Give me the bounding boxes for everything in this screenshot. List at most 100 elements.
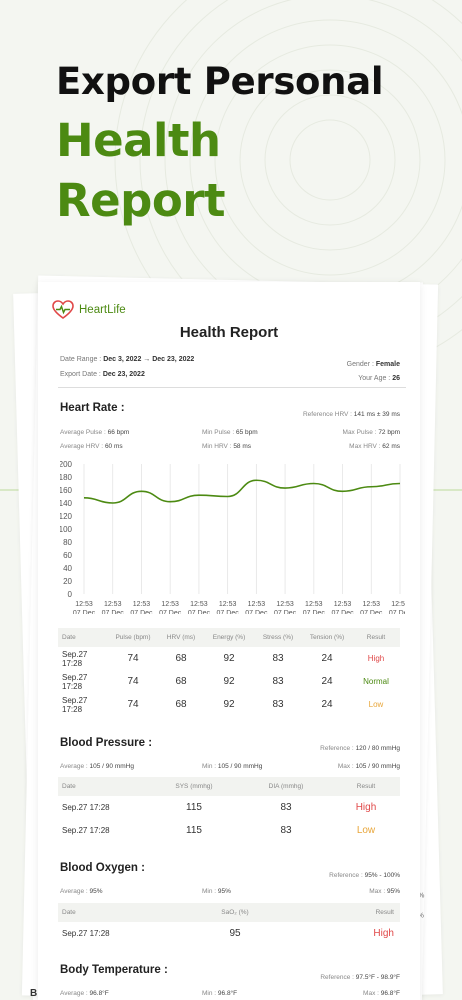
age: Your Age : 26 <box>358 375 400 382</box>
dia-cell: 83 <box>280 802 292 813</box>
heart-rate-table: Date Pulse (bpm) HRV (ms) Energy (%) Str… <box>58 628 400 716</box>
spo2-reference: Reference : 95% - 100% <box>329 872 400 879</box>
table-row: Sep.27 17:28 74 68 92 83 24 Low <box>58 693 400 716</box>
report-title: Health Report <box>179 324 279 341</box>
body-temperature-title: Body Temperature : <box>60 964 168 976</box>
hero-line-3: Report <box>56 174 226 227</box>
age-value: 26 <box>392 375 400 382</box>
hrv-cell: 68 <box>175 676 187 687</box>
x-tick-label: 07 Dec <box>102 610 125 614</box>
stress-cell: 83 <box>272 699 284 710</box>
bp-max: Max : 105 / 90 mmHg <box>338 763 400 770</box>
x-tick-label: 07 Dec <box>73 610 96 614</box>
y-tick-label: 100 <box>60 525 73 534</box>
y-tick-label: 180 <box>60 473 73 482</box>
export-date: Export Date : Dec 23, 2022 <box>60 371 145 378</box>
min-hrv-label: Min HRV : <box>202 443 232 450</box>
x-tick-label: 07 Dec <box>217 610 240 614</box>
header-cell: Date <box>62 909 76 916</box>
temp-average: Average : 96.8°F <box>60 990 109 997</box>
energy-cell: 92 <box>223 699 235 710</box>
x-tick-label: 07 Dec <box>130 610 153 614</box>
blood-oxygen-table: Date SaO₂ (%) Result Sep.27 17:28 95 Hig… <box>58 903 400 945</box>
x-tick-label: 12:53 <box>334 601 352 608</box>
table-header: Date SYS (mmhg) DIA (mmhg) Result <box>58 777 400 796</box>
x-tick-label: 07 Dec <box>331 610 354 614</box>
sys-cell: 115 <box>186 802 202 813</box>
bp-average-value: 105 / 90 mmHg <box>89 763 134 770</box>
avg-hrv-label: Average HRV : <box>60 443 104 450</box>
header-cell: Result <box>366 634 386 641</box>
result-badge: Low <box>368 700 384 709</box>
spo2-min-value: 95% <box>217 888 231 895</box>
table-row: Sep.27 17:28 115 83 Low <box>58 819 400 842</box>
result-badge: Normal <box>363 677 389 686</box>
bp-min-value: 105 / 90 mmHg <box>217 763 263 770</box>
min-pulse: Min Pulse : 65 bpm <box>202 429 258 436</box>
spo2-max-value: 95% <box>386 888 400 895</box>
bp-average: Average : 105 / 90 mmHg <box>60 763 134 770</box>
x-tick-label: 12:53 <box>133 601 151 608</box>
date-cell: Sep.27 17:28 <box>62 826 110 835</box>
result-badge: High <box>373 928 394 939</box>
min-pulse-value: 65 bpm <box>235 429 258 436</box>
temp-min-value: 96.8°F <box>217 990 238 997</box>
header-cell: DIA (mmhg) <box>268 783 304 790</box>
gender: Gender : Female <box>347 361 400 368</box>
result-badge: High <box>355 802 377 813</box>
table-header: Date Pulse (bpm) HRV (ms) Energy (%) Str… <box>58 628 400 647</box>
divider <box>58 387 406 388</box>
table-row: Sep.27 17:28 74 68 92 83 24 Normal <box>58 670 400 693</box>
blood-pressure-table: Date SYS (mmhg) DIA (mmhg) Result Sep.27… <box>58 777 400 842</box>
bp-reference-value: 120 / 80 mmHg <box>355 745 400 752</box>
pulse-cell: 74 <box>127 676 139 687</box>
header-cell: SYS (mmhg) <box>175 783 213 790</box>
energy-cell: 92 <box>223 676 235 687</box>
x-tick-label: 12:53 <box>305 601 323 608</box>
min-pulse-label: Min Pulse : <box>202 429 235 436</box>
y-tick-label: 200 <box>60 460 73 469</box>
date-range-label: Date Range : <box>60 356 102 363</box>
x-tick-label: 12:53 <box>391 601 405 608</box>
result-badge: Low <box>356 825 376 836</box>
max-pulse-value: 72 bpm <box>378 429 400 436</box>
hero-line-2: Health <box>56 114 221 167</box>
avg-hrv-value: 60 ms <box>104 443 123 450</box>
export-date-value: Dec 23, 2022 <box>102 371 145 378</box>
spo2-average: Average : 95% <box>60 888 103 895</box>
header-cell: Energy (%) <box>212 634 246 641</box>
date-cell: Sep.27 17:28 <box>62 929 110 938</box>
x-tick-label: 12:53 <box>161 601 179 608</box>
y-tick-label: 140 <box>60 499 73 508</box>
temp-reference: Reference : 97.5°F - 98.9°F <box>320 974 400 981</box>
hrv-reference-value: 141 ms ± 39 ms <box>353 411 400 418</box>
hero-line-1: Export Personal <box>56 60 384 103</box>
x-tick-label: 12:53 <box>219 601 237 608</box>
spo2-max-label: Max : <box>369 888 386 895</box>
hrv-reference: Reference HRV : 141 ms ± 39 ms <box>303 411 400 418</box>
max-hrv: Max HRV : 62 ms <box>349 443 400 450</box>
x-tick-label: 12:53 <box>75 601 93 608</box>
header-cell: HRV (ms) <box>166 634 196 641</box>
temp-max-value: 96.8°F <box>380 990 400 997</box>
y-tick-label: 40 <box>63 564 72 573</box>
bp-average-label: Average : <box>60 763 88 770</box>
max-hrv-value: 62 ms <box>382 443 400 450</box>
temp-max: Max : 96.8°F <box>363 990 400 997</box>
x-tick-label: 07 Dec <box>389 610 405 614</box>
tension-cell: 24 <box>321 699 333 710</box>
x-tick-label: 07 Dec <box>274 610 297 614</box>
avg-pulse-value: 66 bpm <box>107 429 130 436</box>
spo2-reference-label: Reference : <box>329 872 363 879</box>
table-row: Sep.27 17:28 115 83 High <box>58 796 400 819</box>
x-tick-label: 07 Dec <box>303 610 326 614</box>
max-pulse: Max Pulse : 72 bpm <box>343 429 400 436</box>
date-cell: Sep.27 17:28 <box>62 695 88 714</box>
blood-oxygen-title: Blood Oxygen : <box>60 862 145 874</box>
spo2-max: Max : 95% <box>369 888 400 895</box>
avg-hrv: Average HRV : 60 ms <box>60 443 123 450</box>
header-cell: SaO₂ (%) <box>221 909 249 916</box>
avg-pulse-label: Average Pulse : <box>60 429 106 436</box>
bp-min-label: Min : <box>202 763 217 770</box>
blood-pressure-title: Blood Pressure : <box>60 737 153 749</box>
